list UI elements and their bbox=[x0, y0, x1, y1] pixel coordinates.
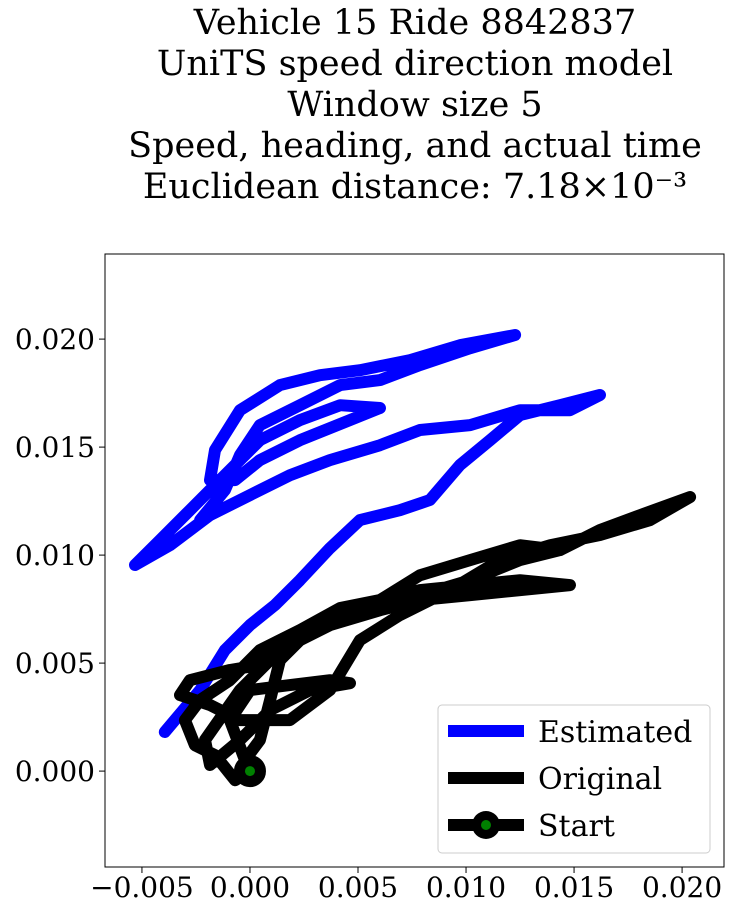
legend-label: Start bbox=[538, 809, 615, 844]
x-tick-label: −0.005 bbox=[90, 871, 194, 904]
y-tick-label: 0.015 bbox=[15, 431, 95, 464]
series-line bbox=[129, 329, 606, 738]
chart-title: Window size 5 bbox=[287, 85, 542, 125]
plot-area bbox=[129, 329, 697, 788]
y-tick-label: 0.005 bbox=[15, 647, 95, 680]
chart-title: Euclidean distance: 7.18×10⁻³ bbox=[143, 167, 687, 207]
x-tick-label: 0.010 bbox=[426, 871, 506, 904]
series-line bbox=[174, 491, 697, 787]
chart-title: Speed, heading, and actual time bbox=[128, 126, 702, 166]
legend-label: Original bbox=[538, 762, 662, 797]
x-tick-label: 0.020 bbox=[642, 871, 722, 904]
legend-marker-center bbox=[481, 820, 491, 830]
x-tick-label: 0.005 bbox=[318, 871, 398, 904]
chart-title: UniTS speed direction model bbox=[157, 44, 673, 84]
start-marker-center bbox=[244, 766, 255, 777]
chart-title: Vehicle 15 Ride 8842837 bbox=[193, 3, 636, 43]
x-tick-label: 0.015 bbox=[534, 871, 614, 904]
legend-label: Estimated bbox=[538, 715, 692, 750]
y-tick-label: 0.000 bbox=[15, 755, 95, 788]
plot-frame bbox=[104, 253, 725, 868]
y-tick-label: 0.010 bbox=[15, 539, 95, 572]
legend-box bbox=[437, 704, 711, 854]
y-tick-label: 0.020 bbox=[15, 323, 95, 356]
x-tick-label: 0.000 bbox=[210, 871, 290, 904]
